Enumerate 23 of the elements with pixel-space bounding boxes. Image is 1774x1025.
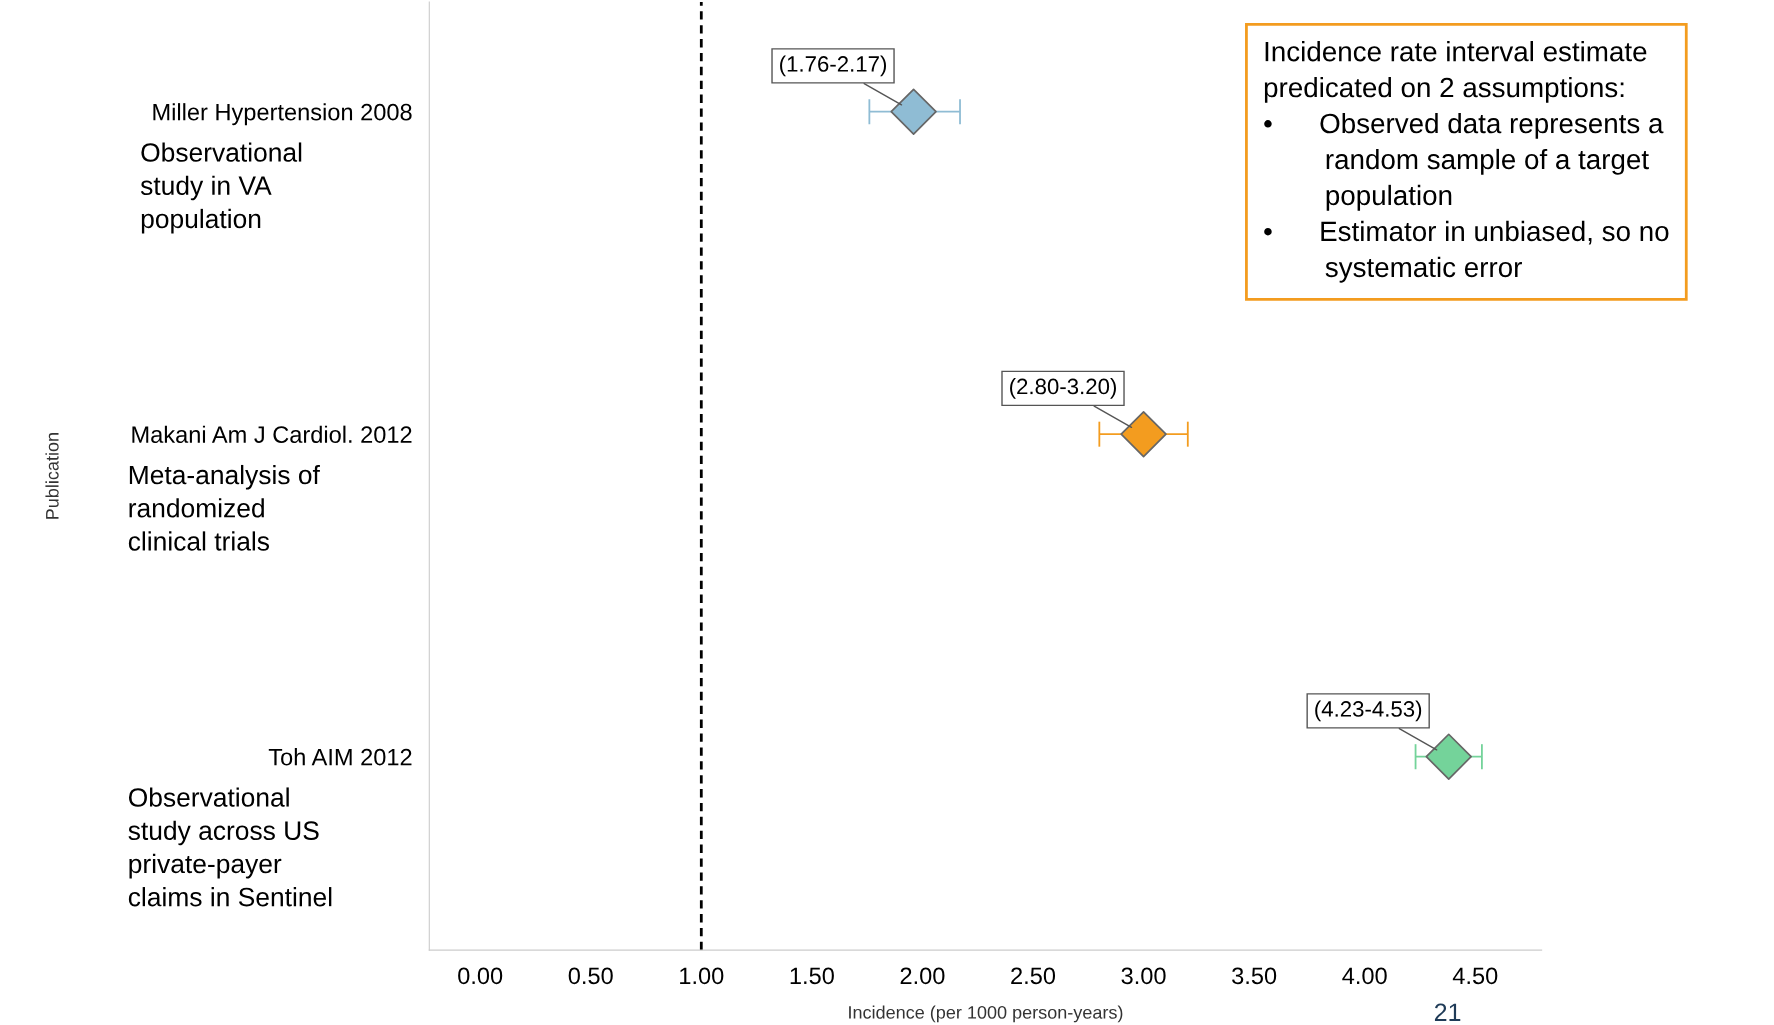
x-tick-label: 1.50 — [790, 967, 834, 985]
y-axis-title: Publication — [45, 433, 59, 519]
x-tick-label: 2.00 — [900, 967, 945, 985]
x-tick-label: 0.00 — [458, 967, 503, 985]
text: Observational study across US private-payer claims in Sentinel — [128, 787, 332, 907]
x-tick-label: 0.50 — [568, 967, 613, 985]
y-tick-label: Toh AIM 2012 — [268, 748, 412, 766]
y-tick-label: Makani Am J Cardiol. 2012 — [132, 425, 412, 443]
annotation: (1.76-2.17) — [780, 55, 887, 77]
annotation: Incidence rate interval estimate predicated on 2 assumptions: • Observed data represents a random sample of a target population • Estimator in unbiased, so no systematic error — [1264, 41, 1669, 283]
x-tick-label: 3.00 — [1121, 967, 1166, 985]
y-tick-label: Miller Hypertension 2008 — [153, 103, 412, 126]
x-tick-label: 3.50 — [1232, 967, 1277, 985]
text: Meta-analysis of randomized clinical trials — [128, 464, 320, 551]
text: 21 — [1434, 1003, 1461, 1021]
annotation: (2.80-3.20) — [1010, 378, 1116, 399]
x-axis-title: Incidence (per 1000 person-years) — [849, 1005, 1123, 1023]
x-tick-label: 1.00 — [680, 967, 724, 985]
x-tick-label: 4.00 — [1342, 967, 1387, 985]
text: Observational study in VA population — [140, 142, 302, 234]
x-tick-label: 4.50 — [1452, 967, 1498, 985]
annotation: (4.23-4.53) — [1315, 700, 1422, 722]
x-tick-label: 2.50 — [1011, 967, 1056, 985]
